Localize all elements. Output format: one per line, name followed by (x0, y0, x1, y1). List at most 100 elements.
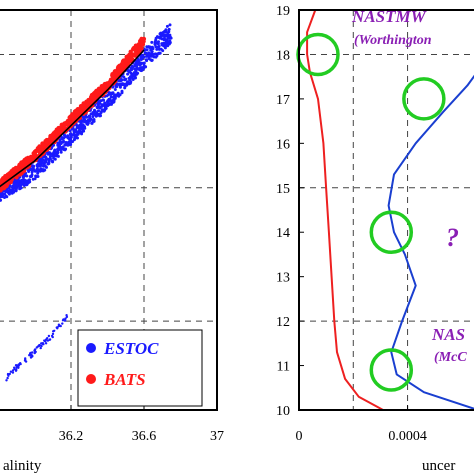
right-highlight-circles (296, 32, 446, 392)
legend: ESTOC BATS (77, 329, 203, 407)
scatter-point (165, 24, 169, 28)
right-x-tick-label: 0.0004 (388, 429, 427, 444)
scatter-point (14, 179, 18, 183)
scatter-point (52, 151, 56, 155)
scatter-point (123, 86, 127, 90)
scatter-point (41, 342, 44, 346)
scatter-point (135, 60, 139, 64)
scatter-point (31, 154, 36, 159)
scatter-point (65, 121, 70, 126)
right-x-tick-label: 0 (296, 429, 303, 444)
scatter-point (111, 75, 117, 80)
scatter-point (0, 198, 2, 202)
scatter-point (102, 98, 106, 102)
scatter-point (154, 45, 158, 49)
scatter-point (73, 135, 77, 139)
scatter-point (111, 91, 115, 95)
scatter-point (120, 67, 125, 72)
scatter-point (11, 369, 15, 372)
scatter-point (136, 71, 140, 75)
scatter-point (76, 136, 79, 140)
scatter-point (162, 30, 166, 34)
scatter-point (118, 85, 122, 89)
scatter-point (15, 368, 18, 371)
scatter-point (40, 169, 44, 173)
scatter-point (126, 81, 130, 85)
scatter-point (48, 155, 52, 159)
scatter-point (116, 91, 120, 95)
scatter-point (28, 180, 32, 184)
scatter-point (57, 126, 63, 131)
scatter-point (38, 164, 42, 168)
scatter-point (25, 182, 29, 186)
scatter-point (31, 351, 34, 354)
scatter-point (113, 71, 118, 76)
scatter-point (166, 33, 170, 37)
scatter-point (98, 99, 102, 103)
scatter-point (28, 178, 31, 182)
left-x-tick-label: 36.6 (132, 429, 157, 444)
scatter-point (19, 362, 22, 366)
scatter-point (9, 190, 13, 194)
scatter-point (117, 94, 121, 98)
scatter-point (20, 159, 26, 165)
right-x-axis-label: uncer (422, 458, 455, 474)
right-y-tick-label: 17 (276, 93, 290, 108)
scatter-point (37, 144, 42, 149)
scatter-point (160, 37, 164, 41)
scatter-point (51, 159, 55, 163)
right-profile-lines (306, 9, 474, 411)
left-x-tick-label: 36.2 (59, 429, 84, 444)
scatter-point (61, 145, 65, 149)
scatter-point (63, 143, 67, 147)
scatter-point (160, 43, 164, 47)
scatter-point (64, 317, 67, 320)
scatter-point (91, 115, 95, 119)
scatter-point (24, 360, 28, 363)
scatter-point (39, 346, 42, 350)
left-scatter-points (0, 23, 173, 382)
scatter-point (142, 61, 146, 65)
scatter-point (169, 35, 172, 39)
scatter-point (158, 32, 162, 36)
scatter-point (117, 79, 121, 83)
scatter-point (42, 163, 46, 167)
scatter-point (131, 45, 137, 51)
scatter-point (60, 147, 64, 151)
scatter-point (63, 319, 67, 322)
highlight-circle (369, 210, 414, 254)
scatter-point (159, 34, 163, 38)
left-x-tick-label: 37 (210, 429, 224, 444)
scatter-point (150, 40, 154, 44)
scatter-point (85, 115, 89, 119)
scatter-point (108, 91, 112, 95)
scatter-point (51, 136, 56, 141)
scatter-point (140, 56, 143, 60)
scatter-point (11, 188, 15, 192)
left-scatter-panel: 36.2 36.6 37 alinity ESTOC BATS (0, 9, 224, 474)
scatter-point (112, 95, 115, 99)
scatter-point (5, 195, 9, 199)
scatter-point (3, 192, 7, 196)
scatter-point (166, 31, 170, 35)
scatter-point (55, 152, 59, 156)
scatter-point (164, 42, 168, 46)
scatter-point (35, 175, 39, 178)
scatter-point (140, 61, 144, 65)
scatter-point (117, 63, 122, 69)
scatter-point (75, 111, 80, 116)
scatter-point (7, 373, 10, 376)
scatter-point (162, 33, 166, 37)
scatter-point (121, 82, 125, 86)
highlight-circle (402, 77, 446, 121)
scatter-point (44, 340, 47, 343)
scatter-point (46, 339, 50, 342)
annotation-nastmw: NASTMW (351, 7, 428, 26)
scatter-point (21, 176, 25, 180)
scatter-point (32, 164, 36, 168)
scatter-point (167, 27, 171, 31)
legend-box (77, 329, 203, 407)
scatter-point (126, 72, 130, 76)
highlight-circle (369, 348, 414, 392)
scatter-point (150, 58, 154, 62)
